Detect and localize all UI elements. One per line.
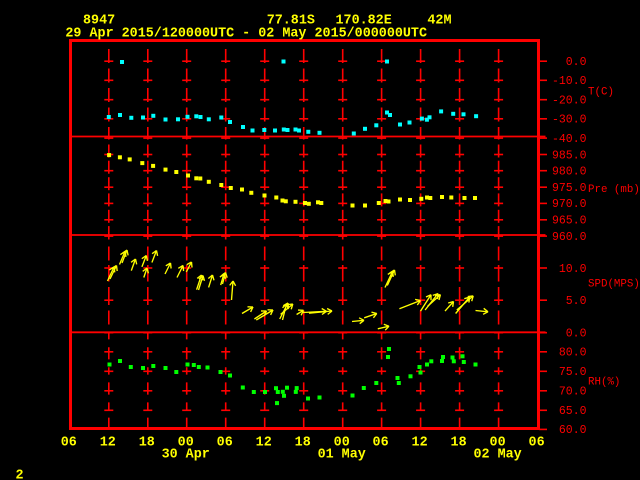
svg-text:-10.0: -10.0 xyxy=(552,75,587,88)
svg-text:-30.0: -30.0 xyxy=(552,114,587,127)
svg-text:42M: 42M xyxy=(427,13,451,28)
svg-text:965.0: 965.0 xyxy=(552,215,587,228)
svg-text:65.0: 65.0 xyxy=(559,405,587,418)
svg-text:75.0: 75.0 xyxy=(559,366,587,379)
svg-text:60.0: 60.0 xyxy=(559,424,587,437)
svg-text:5.0: 5.0 xyxy=(566,295,587,308)
svg-text:10.0: 10.0 xyxy=(559,263,587,276)
svg-text:70.0: 70.0 xyxy=(559,386,587,399)
svg-text:00: 00 xyxy=(490,435,506,450)
svg-text:06: 06 xyxy=(529,435,545,450)
svg-text:975.0: 975.0 xyxy=(552,182,587,195)
svg-text:-40.0: -40.0 xyxy=(552,133,587,146)
svg-text:980.0: 980.0 xyxy=(552,166,587,179)
svg-text:29 Apr 2015/120000UTC - 02 May: 29 Apr 2015/120000UTC - 02 May 2015/0000… xyxy=(65,26,427,41)
svg-text:960.0: 960.0 xyxy=(552,231,587,244)
svg-text:2: 2 xyxy=(16,469,24,480)
svg-text:18: 18 xyxy=(139,435,155,450)
svg-text:80.0: 80.0 xyxy=(559,347,587,360)
svg-text:T(C): T(C) xyxy=(588,86,614,98)
svg-text:12: 12 xyxy=(100,435,116,450)
svg-text:0.0: 0.0 xyxy=(566,56,587,69)
svg-text:02 May: 02 May xyxy=(473,448,521,463)
svg-text:RH(%): RH(%) xyxy=(588,376,620,388)
svg-text:985.0: 985.0 xyxy=(552,149,587,162)
svg-text:18: 18 xyxy=(451,435,467,450)
svg-text:77.81S: 77.81S xyxy=(267,13,315,28)
svg-text:01 May: 01 May xyxy=(318,448,366,463)
svg-text:0.0: 0.0 xyxy=(566,328,587,341)
svg-text:00: 00 xyxy=(334,435,350,450)
svg-text:970.0: 970.0 xyxy=(552,198,587,211)
svg-text:SPD(MPS): SPD(MPS) xyxy=(588,279,640,291)
svg-text:00: 00 xyxy=(178,435,194,450)
svg-text:12: 12 xyxy=(256,435,272,450)
svg-text:06: 06 xyxy=(61,435,77,450)
svg-text:170.82E: 170.82E xyxy=(336,13,392,28)
svg-text:30 Apr: 30 Apr xyxy=(162,448,210,463)
svg-text:18: 18 xyxy=(295,435,311,450)
svg-text:06: 06 xyxy=(373,435,389,450)
svg-text:-20.0: -20.0 xyxy=(552,95,587,108)
svg-text:12: 12 xyxy=(412,435,428,450)
svg-text:06: 06 xyxy=(217,435,233,450)
svg-text:8947: 8947 xyxy=(83,13,115,28)
svg-text:Pre (mb): Pre (mb) xyxy=(588,184,640,196)
